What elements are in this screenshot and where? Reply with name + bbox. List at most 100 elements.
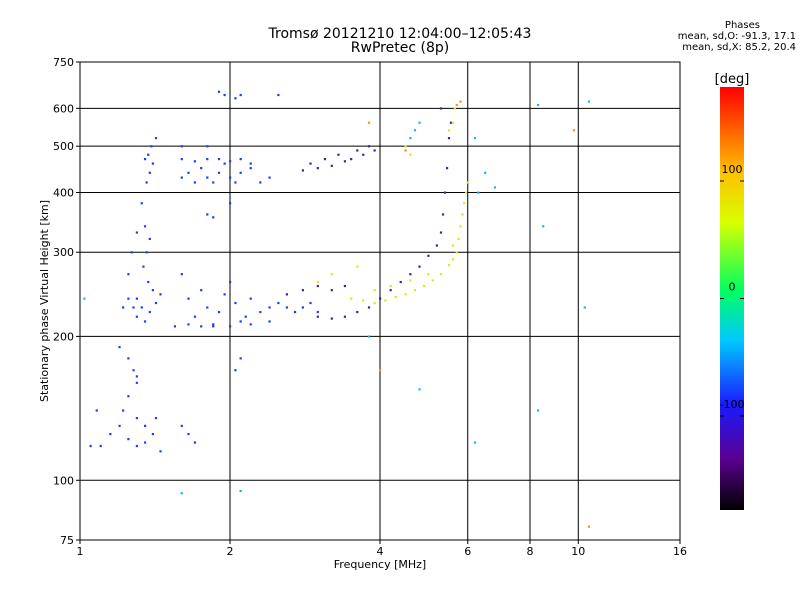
data-point [239,171,242,174]
data-point [212,323,215,326]
axes: 1 2 4 6 8 10 16 75 100 200 300 400 500 600 750 [53,56,687,558]
data-point [356,149,359,152]
data-point [140,306,143,309]
colorbar-tick-label: 100 [722,163,743,176]
data-point [301,289,305,292]
data-point [193,441,197,444]
data-point [447,264,451,267]
data-point [323,158,327,161]
data-points [83,90,591,528]
data-point [316,284,319,288]
data-point [187,432,190,436]
phase-info-o: mean, sd,O: -91.3, 17.1 [677,31,796,42]
data-point [457,237,460,241]
data-point [180,492,183,495]
data-point [404,149,407,152]
y-tick-label: 300 [53,246,74,259]
phase-info-heading: Phases [724,20,760,31]
data-point [212,325,215,328]
data-point [439,231,443,234]
data-point [409,273,412,276]
data-point [268,306,271,309]
data-point [147,280,150,284]
data-point [89,444,92,448]
data-point [180,158,183,161]
data-point [459,100,462,103]
x-tick-label: 6 [464,545,471,558]
chart-title-line2: RwPretec (8p) [350,40,450,56]
data-point [367,145,371,148]
data-point [234,369,237,372]
data-point [239,93,242,97]
data-point [413,289,417,292]
data-point [145,181,148,184]
data-point [249,323,252,326]
data-point [229,176,232,179]
colorbar-tick-label: 0 [729,281,736,294]
data-point [330,164,333,167]
data-point [127,297,130,300]
data-point [109,432,112,436]
data-point [422,284,426,288]
data-point [277,301,280,305]
data-point [200,289,203,292]
data-point [249,167,252,170]
data-point [451,121,455,124]
data-point [217,171,221,174]
data-point [316,315,319,318]
data-point [316,310,319,314]
data-point [127,273,130,276]
grid-layer [80,62,680,540]
y-tick-label: 100 [53,474,74,487]
data-point [461,213,464,216]
data-point [453,107,456,110]
data-point [229,325,232,328]
data-point [301,306,305,309]
data-point [285,293,288,296]
data-point [180,273,183,276]
data-point [477,191,480,194]
data-point [142,265,145,268]
data-point [409,279,412,282]
data-point [447,129,451,132]
data-point [389,289,392,292]
data-point [337,153,340,156]
data-point [367,121,371,124]
data-point [484,171,487,174]
y-tick-label: 750 [53,56,74,69]
data-point [293,310,297,314]
data-point [187,323,190,326]
data-point [239,357,242,360]
data-point [455,103,458,107]
data-point [356,310,359,314]
data-point [427,273,430,276]
chart-title-line1: Tromsø 20121210 12:04:00–12:05:43 [268,26,532,42]
data-point [463,202,466,205]
data-point [439,273,443,276]
data-point [132,369,135,372]
data-point [135,381,138,384]
data-point [301,169,305,172]
data-point [193,315,197,318]
data-point [451,244,455,247]
data-point [193,160,197,163]
data-point [206,158,209,161]
data-point [394,295,397,299]
data-point [367,306,371,309]
data-point [239,158,242,161]
data-point [217,90,221,93]
data-point [451,258,455,261]
data-point [148,237,151,241]
data-point [99,444,102,448]
data-point [193,181,197,184]
data-point [443,191,447,194]
data-point [418,265,421,268]
data-point [259,181,262,184]
data-point [234,97,237,100]
data-point [206,306,209,309]
data-point [180,145,183,148]
data-point [148,171,151,174]
colorbar-label: [deg] [715,72,750,87]
data-point [154,416,158,420]
colorbar: [deg] 100 0 -100 [715,72,750,510]
